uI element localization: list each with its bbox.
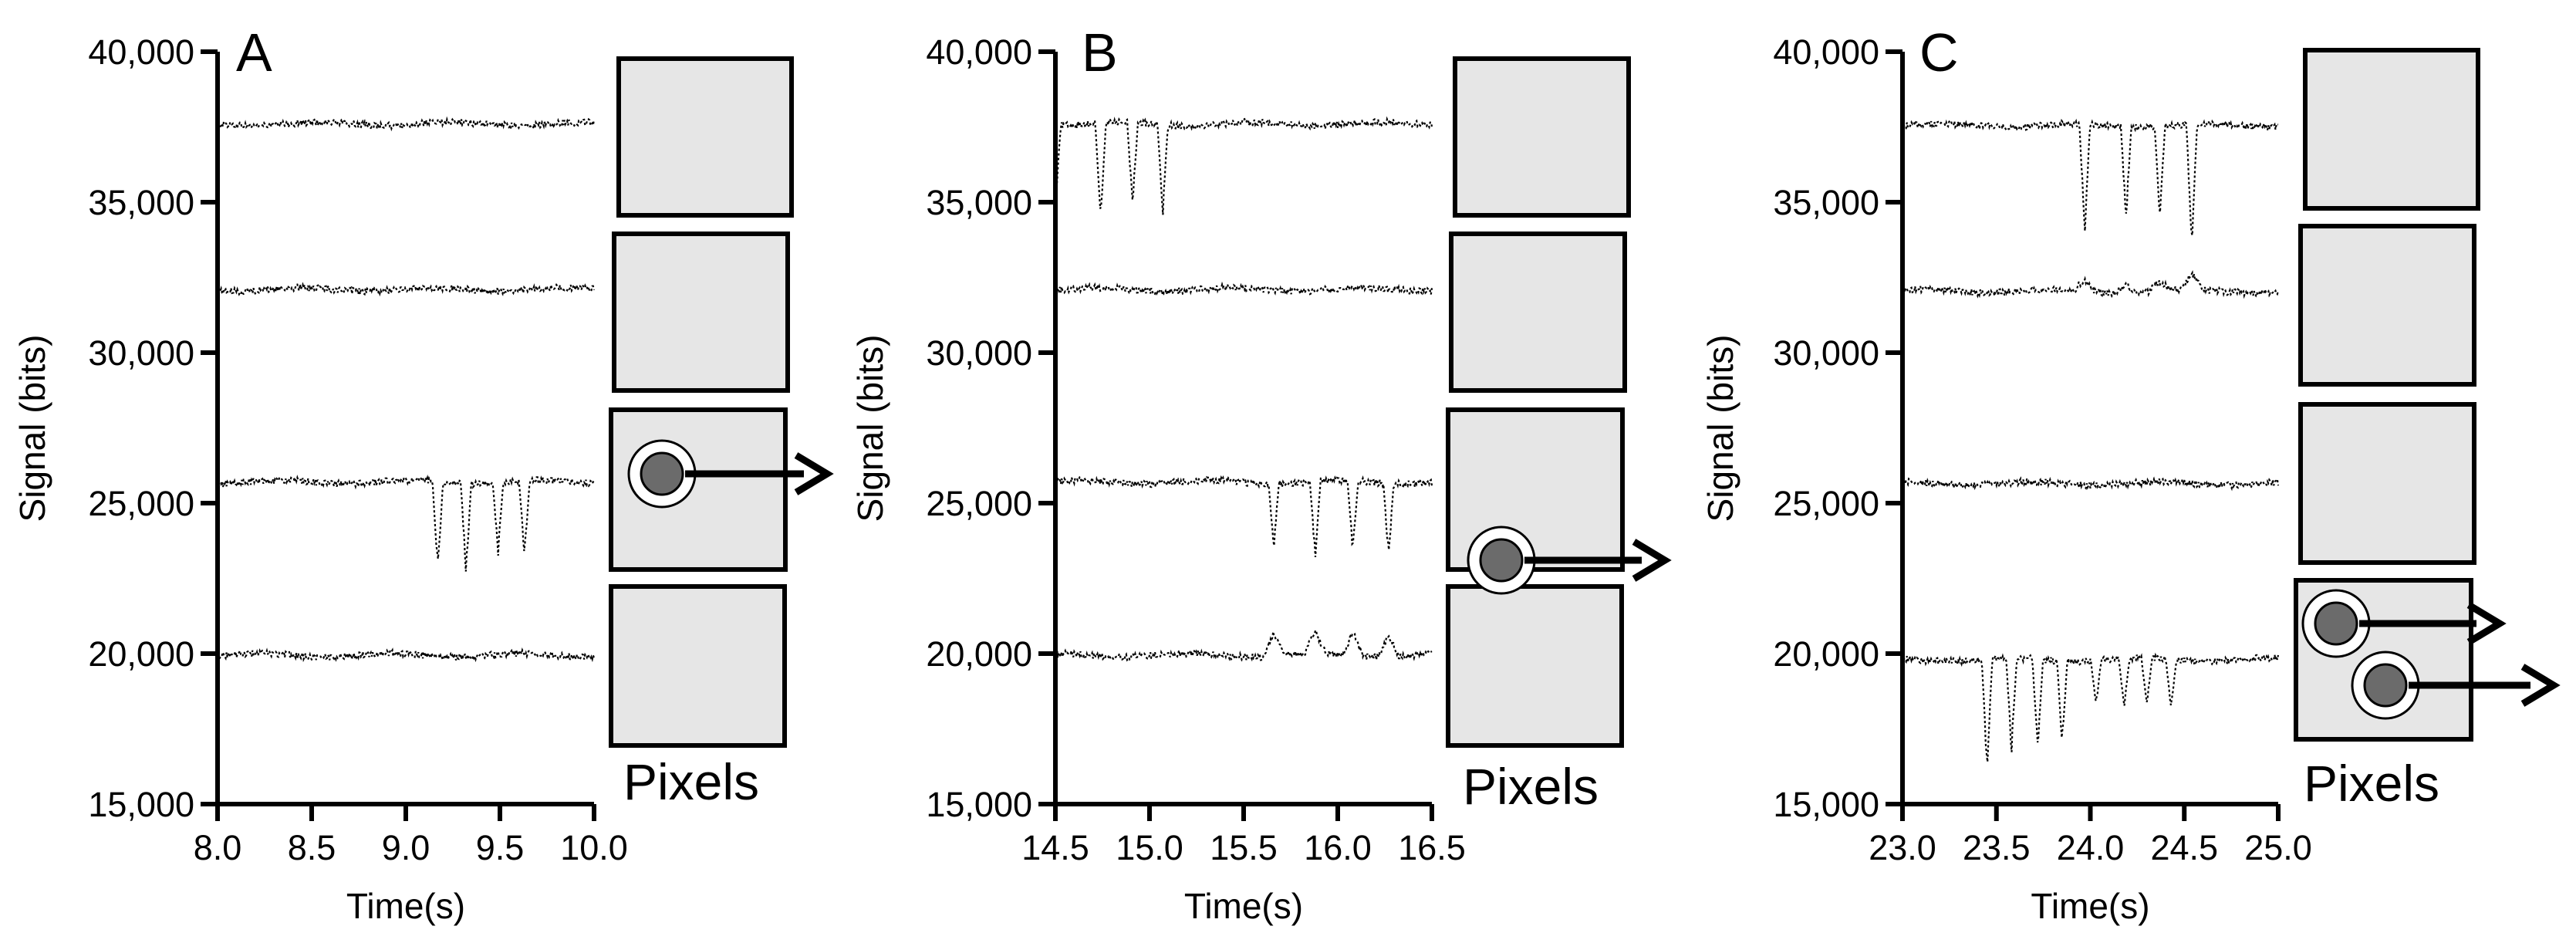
y-tick-label: 15,000 bbox=[88, 785, 194, 824]
y-tick-label: 25,000 bbox=[926, 484, 1032, 523]
pixels-label: Pixels bbox=[2304, 755, 2439, 812]
pixel-box-4 bbox=[1446, 584, 1624, 748]
y-tick-label: 35,000 bbox=[926, 183, 1032, 222]
arrow-icon bbox=[2520, 664, 2561, 707]
x-axis-title: Time(s) bbox=[1184, 886, 1303, 926]
pixels-label: Pixels bbox=[623, 753, 759, 810]
x-tick-label: 16.0 bbox=[1304, 828, 1372, 867]
particle-dot bbox=[2363, 663, 2408, 708]
x-tick-label: 24.5 bbox=[2150, 828, 2218, 867]
signal-trace-4 bbox=[1054, 629, 1433, 662]
pixel-box-1 bbox=[1453, 56, 1631, 218]
y-tick-label: 35,000 bbox=[1773, 183, 1879, 222]
panel-letter: A bbox=[236, 22, 272, 83]
y-tick-label: 40,000 bbox=[1773, 32, 1879, 72]
x-tick-label: 9.5 bbox=[476, 828, 525, 867]
pixel-box-2 bbox=[1449, 232, 1627, 393]
y-axis-title: Signal (bits) bbox=[1700, 335, 1740, 522]
x-tick-label: 10.0 bbox=[560, 828, 628, 867]
x-tick-label: 8.5 bbox=[288, 828, 336, 867]
signal-trace-1 bbox=[1902, 118, 2279, 236]
particle-dot bbox=[2314, 601, 2358, 646]
pixel-box-2 bbox=[2298, 224, 2476, 387]
particle-dot bbox=[1479, 538, 1524, 583]
y-tick-label: 20,000 bbox=[88, 634, 194, 674]
y-tick-label: 30,000 bbox=[926, 333, 1032, 373]
signal-trace-4 bbox=[216, 647, 596, 663]
pixel-box-4 bbox=[609, 584, 787, 748]
x-tick-label: 16.5 bbox=[1398, 828, 1466, 867]
pixel-box-2 bbox=[612, 232, 790, 393]
chart-panel-b: 15,000 20,000 25,000 30,000 35,000 40,000 14.5… bbox=[850, 22, 1672, 926]
y-tick-label: 40,000 bbox=[926, 32, 1032, 72]
panel-letter: C bbox=[1919, 22, 1959, 83]
x-tick-label: 25.0 bbox=[2244, 828, 2312, 867]
x-tick-label: 24.0 bbox=[2057, 828, 2125, 867]
y-tick-label: 15,000 bbox=[926, 785, 1032, 824]
x-tick-label: 9.0 bbox=[382, 828, 430, 867]
y-tick-label: 15,000 bbox=[1773, 785, 1879, 824]
arrow-icon bbox=[1632, 539, 1672, 582]
signal-trace-3 bbox=[1054, 474, 1433, 557]
x-tick-label: 8.0 bbox=[194, 828, 242, 867]
x-axis-title: Time(s) bbox=[2031, 886, 2149, 926]
signal-trace-1 bbox=[1054, 116, 1433, 216]
chart-panel-c: 15,000 20,000 25,000 30,000 35,000 40,000 23.0… bbox=[1700, 22, 2561, 926]
y-tick-label: 30,000 bbox=[1773, 333, 1879, 373]
x-tick-label: 15.5 bbox=[1210, 828, 1278, 867]
pixel-box-1 bbox=[2303, 48, 2480, 211]
y-tick-label: 20,000 bbox=[926, 634, 1032, 674]
y-tick-label: 30,000 bbox=[88, 333, 194, 373]
y-axis-title: Signal (bits) bbox=[850, 335, 890, 522]
signal-trace-2 bbox=[216, 282, 596, 297]
signal-trace-3 bbox=[1901, 475, 2280, 492]
pixel-box-1 bbox=[616, 56, 794, 218]
y-axis-title: Signal (bits) bbox=[12, 335, 52, 522]
signal-trace-3 bbox=[217, 474, 595, 572]
y-tick-label: 40,000 bbox=[88, 32, 194, 72]
arrow-icon bbox=[2466, 602, 2507, 645]
x-axis-title: Time(s) bbox=[346, 886, 465, 926]
chart-panel-a: 15,000 20,000 25,000 30,000 35,000 40,000 8.0 8… bbox=[12, 22, 834, 926]
y-tick-label: 35,000 bbox=[88, 183, 194, 222]
signal-trace-1 bbox=[216, 116, 596, 133]
y-tick-label: 20,000 bbox=[1773, 634, 1879, 674]
panel-letter: B bbox=[1082, 22, 1118, 83]
x-tick-label: 14.5 bbox=[1021, 828, 1089, 867]
signal-trace-2 bbox=[1901, 270, 2280, 299]
x-tick-label: 15.0 bbox=[1116, 828, 1183, 867]
y-tick-label: 25,000 bbox=[1773, 484, 1879, 523]
x-tick-label: 23.0 bbox=[1869, 828, 1936, 867]
arrow-icon bbox=[794, 452, 834, 495]
pixel-box-3 bbox=[2298, 402, 2476, 565]
pixels-label: Pixels bbox=[1463, 758, 1599, 815]
x-tick-label: 23.5 bbox=[1963, 828, 2031, 867]
particle-dot bbox=[640, 451, 684, 496]
signal-trace-4 bbox=[1902, 652, 2280, 762]
signal-trace-2 bbox=[1055, 281, 1433, 297]
y-tick-label: 25,000 bbox=[88, 484, 194, 523]
